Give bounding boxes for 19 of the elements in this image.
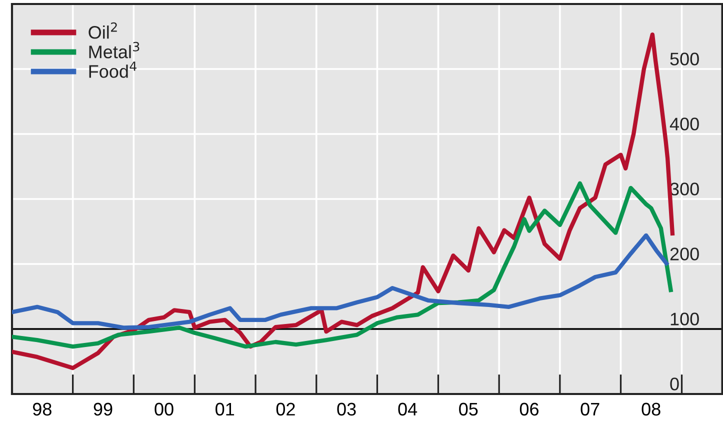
x-tick-label: 01	[216, 402, 234, 416]
y-tick-label: 100	[670, 312, 699, 326]
x-tick-label: 03	[337, 402, 356, 416]
x-tick-label: 06	[520, 402, 538, 416]
x-tick-label: 00	[154, 402, 174, 416]
x-tick-label: 99	[94, 402, 112, 416]
x-tick-label: 08	[642, 402, 660, 416]
y-tick-label: 200	[670, 248, 699, 260]
x-tick-label: 98	[32, 402, 52, 416]
legend-label: Food$^{4}$	[89, 62, 136, 78]
x-tick-label: 05	[459, 402, 478, 416]
legend-label: Metal$^{3}$	[89, 42, 140, 58]
y-tick-label: 0	[670, 378, 679, 390]
legend-label: Oil$^{2}$	[88, 22, 117, 39]
x-tick-label: 07	[580, 402, 600, 416]
y-tick-label: 400	[670, 118, 699, 130]
x-tick-label: 02	[276, 402, 295, 416]
x-tick-label: 04	[398, 402, 418, 416]
y-tick-label: 500	[670, 52, 699, 66]
